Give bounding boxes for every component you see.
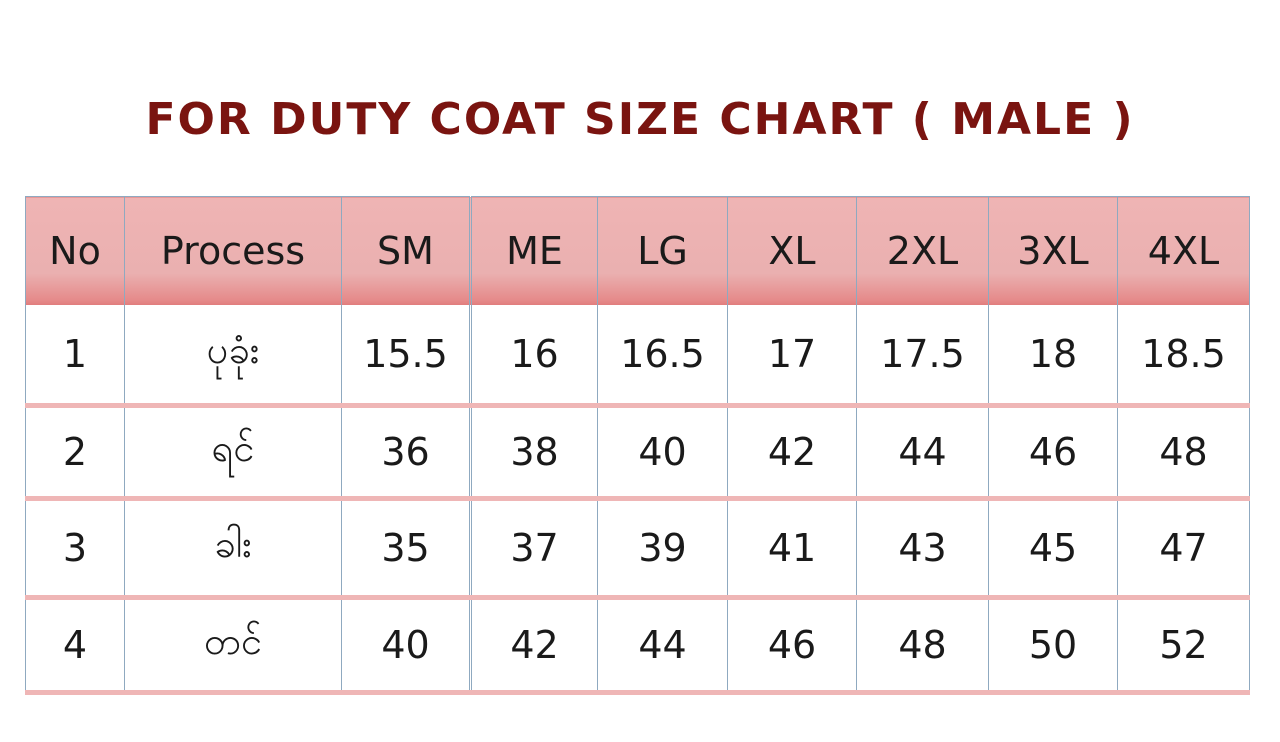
table-cell: 44	[597, 597, 728, 695]
column-header-sm: SM	[341, 196, 472, 305]
table-cell: 44	[856, 405, 989, 501]
table-cell: ပုခုံး	[124, 305, 342, 408]
table-cell: 43	[856, 498, 989, 600]
column-header-process: Process	[124, 196, 342, 305]
table-cell: 18	[988, 305, 1118, 408]
table-cell: 2	[25, 405, 125, 501]
table-cell: 17	[727, 305, 857, 408]
table-cell: 46	[727, 597, 857, 695]
chart-title: FOR DUTY COAT SIZE CHART ( MALE )	[145, 94, 1135, 145]
table-cell: 52	[1117, 597, 1250, 695]
table-header-row: No Process SM ME LG XL 2XL 3XL 4XL	[25, 196, 1250, 305]
table-row: 1 ပုခုံး 15.5 16 16.5 17 17.5 18 18.5	[25, 305, 1250, 408]
table-cell: 46	[988, 405, 1118, 501]
table-row: 2 ရင် 36 38 40 42 44 46 48	[25, 405, 1250, 501]
table-cell: 18.5	[1117, 305, 1250, 408]
table-cell: 47	[1117, 498, 1250, 600]
table-cell: 42	[470, 597, 598, 695]
table-cell: ရင်	[124, 405, 342, 501]
table-row: 3 ခါး 35 37 39 41 43 45 47	[25, 498, 1250, 600]
table-cell: 40	[597, 405, 728, 501]
table-cell: တင်	[124, 597, 342, 695]
table-cell: 48	[856, 597, 989, 695]
table-cell: 16.5	[597, 305, 728, 408]
table-cell: 37	[470, 498, 598, 600]
column-header-no: No	[25, 196, 125, 305]
table-cell: 16	[470, 305, 598, 408]
table-cell: 42	[727, 405, 857, 501]
column-header-xl: XL	[727, 196, 857, 305]
table-cell: 40	[341, 597, 472, 695]
table-cell: 45	[988, 498, 1118, 600]
table-cell: 50	[988, 597, 1118, 695]
column-header-4xl: 4XL	[1117, 196, 1250, 305]
table-cell: ခါး	[124, 498, 342, 600]
table-cell: 1	[25, 305, 125, 408]
table-row: 4 တင် 40 42 44 46 48 50 52	[25, 597, 1250, 695]
table-cell: 3	[25, 498, 125, 600]
table-cell: 39	[597, 498, 728, 600]
column-header-lg: LG	[597, 196, 728, 305]
table-cell: 17.5	[856, 305, 989, 408]
table-cell: 38	[470, 405, 598, 501]
column-header-2xl: 2XL	[856, 196, 989, 305]
column-header-me: ME	[470, 196, 598, 305]
table-cell: 36	[341, 405, 472, 501]
table-cell: 48	[1117, 405, 1250, 501]
table-cell: 35	[341, 498, 472, 600]
table-cell: 41	[727, 498, 857, 600]
size-table: No Process SM ME LG XL 2XL 3XL 4XL 1 ပုခ…	[25, 196, 1250, 695]
size-table-container: No Process SM ME LG XL 2XL 3XL 4XL 1 ပုခ…	[25, 196, 1250, 704]
table-cell: 4	[25, 597, 125, 695]
column-header-3xl: 3XL	[988, 196, 1118, 305]
table-cell: 15.5	[341, 305, 472, 408]
